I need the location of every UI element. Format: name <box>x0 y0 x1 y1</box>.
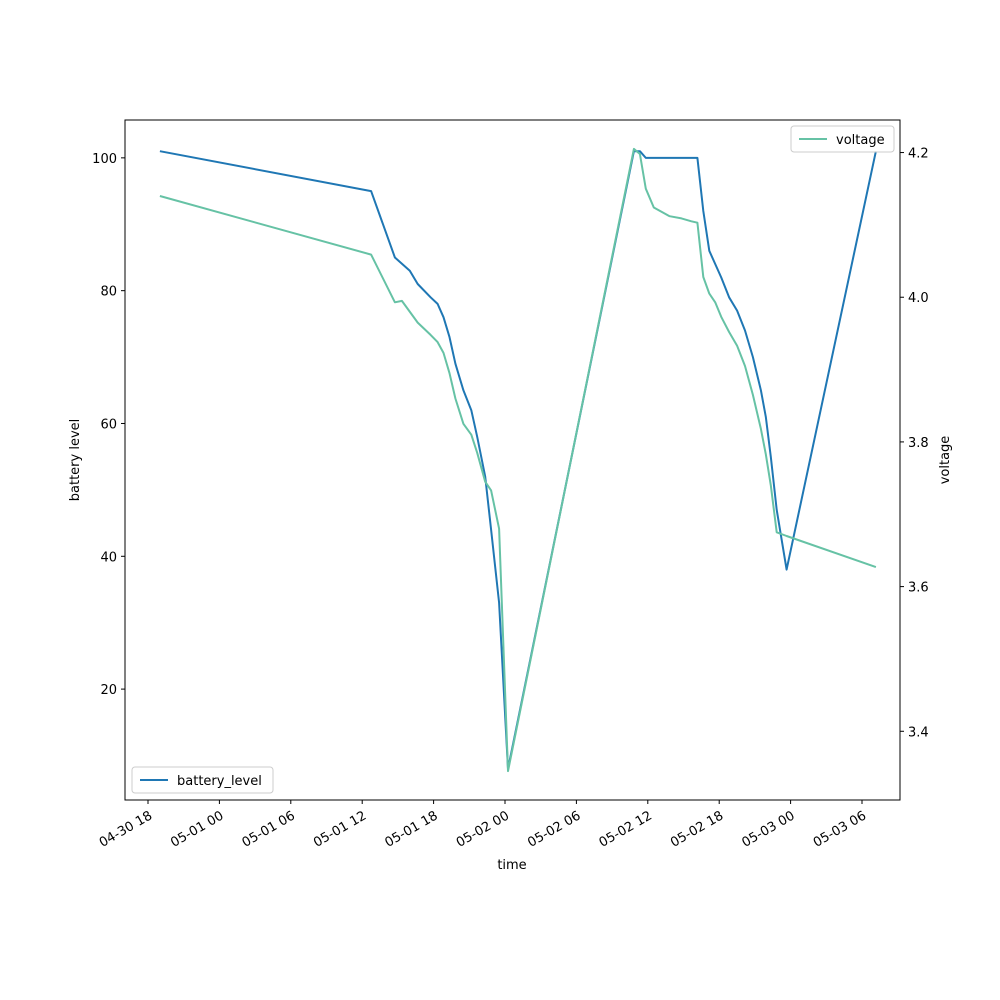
series-line-voltage <box>159 147 877 773</box>
y-tick-label-right: 3.8 <box>908 436 929 451</box>
y-tick-label-right: 3.4 <box>908 725 929 740</box>
y-tick-label-right: 4.2 <box>908 147 929 162</box>
y-axis-label-right: voltage <box>938 436 953 485</box>
y-axis-left: 20 40 60 80 100 <box>92 152 125 698</box>
x-axis-label: time <box>497 858 526 873</box>
y-axis-label-left: battery level <box>68 419 83 502</box>
plot-frame <box>124 119 901 801</box>
y-tick-label-left: 100 <box>92 152 117 167</box>
legend-box <box>131 766 274 794</box>
legend-label-voltage: voltage <box>836 133 885 148</box>
y-axis-right: 3.4 3.6 3.8 4.0 4.2 <box>900 147 929 740</box>
y-tick-label-left: 40 <box>100 550 117 565</box>
series-layer <box>159 147 877 773</box>
y-tick-label-left: 60 <box>100 417 117 432</box>
y-tick-label-right: 4.0 <box>908 291 929 306</box>
legend-battery-level: battery_level <box>131 766 274 794</box>
legend-box <box>790 125 895 153</box>
y-tick-label-left: 20 <box>100 683 117 698</box>
y-tick-label-left: 80 <box>100 285 117 300</box>
legend-label-battery-level: battery_level <box>177 774 262 789</box>
y-tick-label-right: 3.6 <box>908 581 929 596</box>
legend-voltage: voltage <box>790 125 895 153</box>
